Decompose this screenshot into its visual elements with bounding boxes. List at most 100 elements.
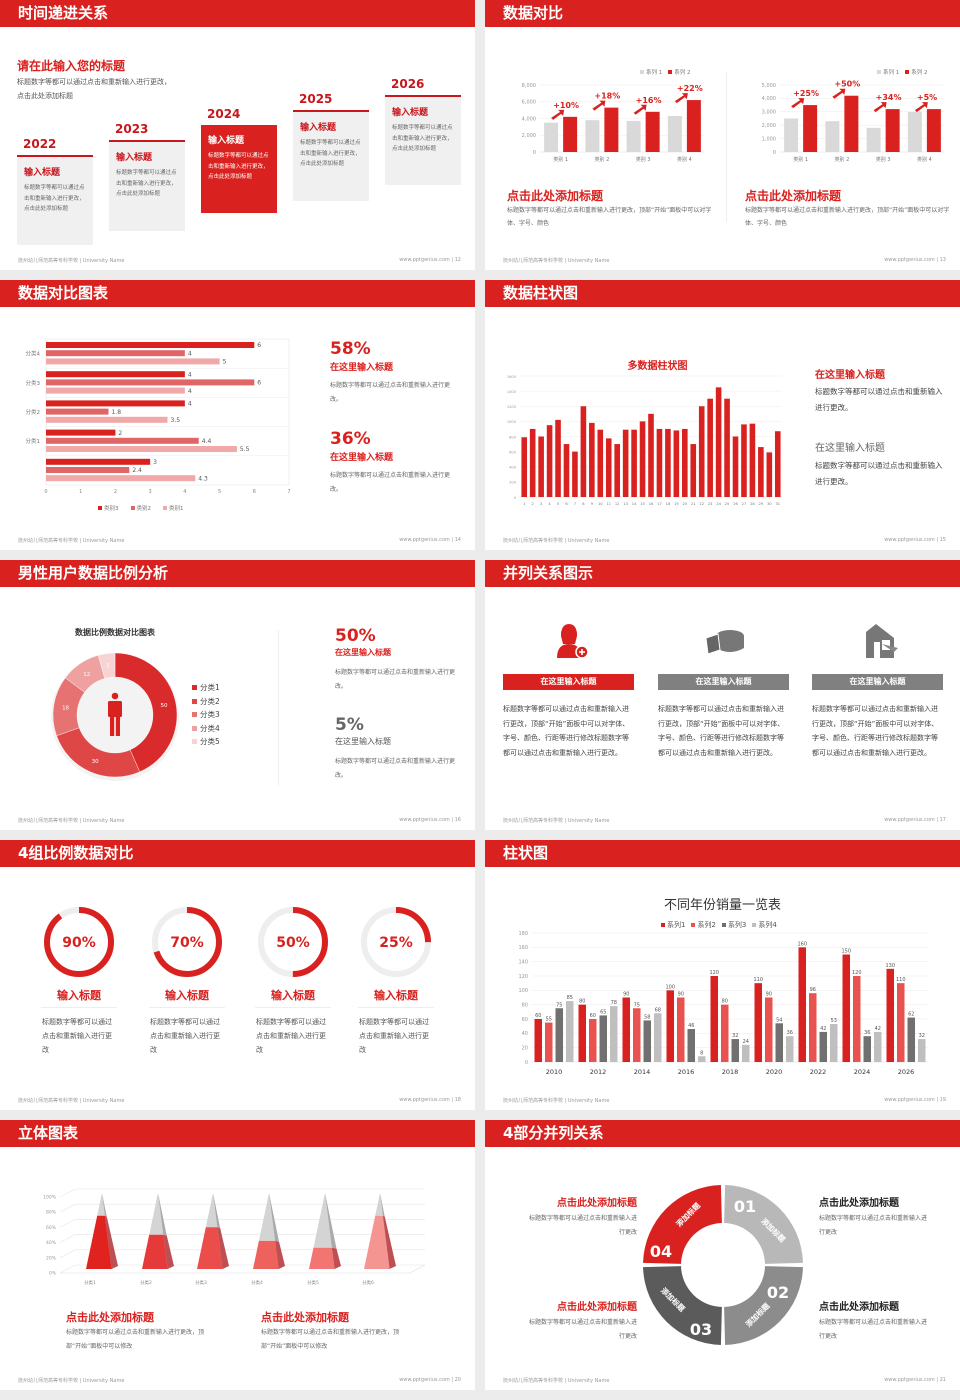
x-tick-label: 2014 — [634, 1068, 651, 1076]
arrow-icon — [674, 93, 688, 104]
y-tick-label: 0 — [514, 496, 517, 500]
legend-label: 分类4 — [200, 723, 220, 733]
axis — [60, 1264, 426, 1274]
data-label: 96 — [810, 987, 816, 993]
block-text: 标题数字等都可以通过点击和重新输入进行更改，顶部“开始”面板中可以对字体、字号、… — [745, 207, 950, 227]
x-tick-label: 1 — [523, 502, 525, 506]
bar — [830, 1024, 838, 1062]
ring-progress — [258, 907, 328, 977]
bar — [46, 408, 109, 415]
block-text: 标题数字等都可以通过点击和重新输入进行更改 — [528, 1215, 637, 1236]
growth-annotation: +25% — [791, 89, 819, 109]
data-label: 60 — [590, 1013, 596, 1019]
slice-label: 30 — [92, 759, 99, 765]
bar — [698, 406, 705, 497]
footer-left: 抚州幼儿师范高等专科学校 | University Name — [18, 1098, 125, 1104]
data-label: 100 — [665, 984, 675, 990]
donut-slice — [114, 652, 178, 773]
description: 标题数字等都可以通过点击和重新输入进行更改，点击此处添加标题 — [17, 78, 171, 100]
x-tick-label: 3 — [540, 502, 542, 506]
slide-four-parts: 4部分并列关系 添加标题 01 添加标题 02 添加标题 03 添加标题 04 点击此处添加标… — [485, 1120, 960, 1390]
block-title: 在这里输入标题 — [815, 443, 885, 454]
pyramid — [364, 1193, 396, 1269]
data-label: 4 — [188, 401, 192, 408]
x-tick-label: 20 — [683, 502, 688, 506]
arrow-icon — [791, 98, 805, 109]
bar — [715, 387, 722, 497]
column: 在这里输入标题 标题数字等都可以通过点击和重新输入进行更改，顶部“开始”面板中可… — [658, 622, 789, 760]
slide-title: 数据对比图表 — [0, 280, 475, 307]
x-tick-label: 2 — [532, 502, 534, 506]
bar — [633, 1008, 641, 1062]
pyramid-fill — [364, 1215, 390, 1269]
bar — [545, 1022, 553, 1062]
x-tick-label: 2020 — [766, 1068, 783, 1076]
timeline-card: 输入标题 标题数字等都可以通过点击和重新输入进行更改，点击此处添加标题 — [293, 112, 369, 201]
y-tick-label: 20% — [46, 1255, 57, 1261]
footer-url: www.pptgenius.com — [399, 257, 450, 263]
y-tick-label: 120 — [518, 974, 528, 980]
y-tick-label: 4,000 — [522, 116, 536, 122]
legend-item: 系列 2 — [668, 68, 691, 76]
pyramid-side — [275, 1240, 285, 1269]
slice-label: 5 — [106, 663, 110, 669]
y-tick-label: 3,000 — [762, 110, 776, 116]
block-title: 在这里输入标题 — [815, 370, 885, 381]
y-tick-label: 分类1 — [26, 437, 41, 445]
bar — [918, 1039, 926, 1062]
slide-data-compare: 数据对比 系列 1 系列 2 系列 1 系列 2 0 2,000 4,000 6,00… — [485, 0, 960, 270]
legend-item: 系列 1 — [877, 68, 899, 76]
column-text: 标题数字等都可以通过点击和重新输入进行更改，顶部“开始”面板中可以对字体、字号、… — [812, 705, 939, 757]
slide-parallel: 并列关系图示 在这里输入标题 标题数字等都可以通过点击和重新输入进行更改，顶部“… — [485, 560, 960, 830]
bar — [46, 342, 255, 348]
grouped-bar-chart: 0 20 40 60 80 100 120 140 160 180 60 55 75 85 2010 80 60… — [518, 931, 928, 1076]
slide-title: 柱状图 — [485, 840, 960, 867]
footer-right: www.pptgenius.com | 12 — [399, 257, 461, 263]
bar — [538, 436, 544, 497]
block-text: 标题数字等都可以通过点击和重新输入进行更改。 — [815, 461, 943, 486]
data-label: 160 — [797, 941, 807, 947]
slide-title: 时间递进关系 — [0, 0, 475, 27]
data-label: 42 — [875, 1026, 881, 1032]
footer-left: 抚州幼儿师范高等专科学校 | University Name — [18, 818, 125, 824]
ring-text: 标题数字等都可以通过点击和重新输入进行更改 — [359, 1018, 429, 1054]
chart-legend: 类别3 类别2 类别1 — [98, 504, 184, 512]
bar — [639, 421, 646, 497]
arrow-icon — [551, 109, 565, 120]
timeline-line — [385, 95, 461, 97]
x-tick-label: 6 — [253, 489, 256, 495]
ring-progress — [44, 907, 114, 977]
y-tick-label: 分类3 — [26, 379, 41, 387]
x-tick-label: 分类2 — [140, 1279, 152, 1286]
bar — [46, 446, 237, 452]
x-tick-label: 15 — [640, 502, 645, 506]
x-tick-label: 类别 3 — [636, 156, 651, 163]
growth-annotation: +50% — [832, 80, 860, 99]
x-tick-label: 2022 — [810, 1068, 827, 1076]
legend-item: 系列3 — [721, 920, 746, 930]
bar — [874, 1031, 882, 1062]
data-label: 42 — [820, 1026, 826, 1032]
x-tick-label: 分类4 — [251, 1279, 263, 1286]
stat-title: 在这里输入标题 — [335, 737, 391, 746]
chart-legend: 系列 1 系列 2 — [640, 68, 691, 76]
segment-shape — [643, 1266, 722, 1345]
y-tick-label: 1000 — [507, 420, 517, 424]
bar — [46, 416, 168, 423]
bar — [46, 371, 185, 378]
bar — [666, 990, 674, 1062]
bar — [622, 429, 629, 497]
page-number: 16 — [454, 817, 461, 823]
bar — [599, 1015, 607, 1062]
progress-ring: 90% — [44, 907, 114, 977]
segment-number: 03 — [690, 1320, 712, 1339]
chart-title: 数据比例数据对比图表 — [75, 628, 155, 637]
timeline-card-title: 输入标题 — [208, 136, 245, 146]
block-text: 标题数字等都可以通过点击和重新输入进行更改 — [819, 1215, 928, 1236]
y-tick-label: 600 — [509, 450, 517, 454]
